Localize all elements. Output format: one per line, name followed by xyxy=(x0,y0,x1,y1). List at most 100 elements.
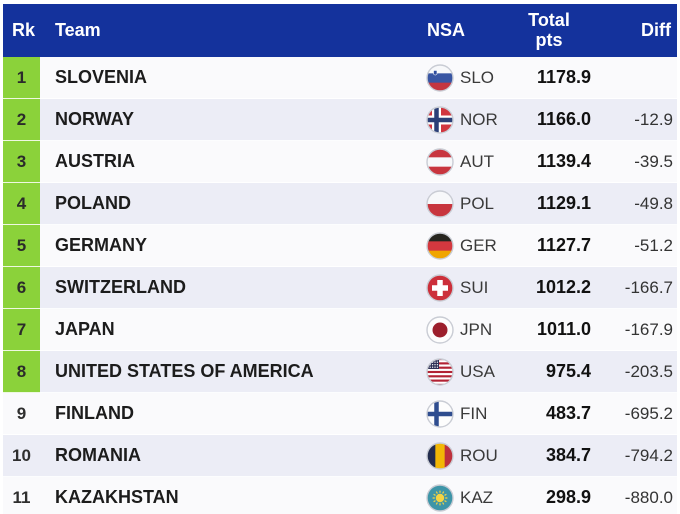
nsa-wrap: USA xyxy=(426,357,501,386)
diff-value: -167.9 xyxy=(597,308,677,351)
flag-nor-icon xyxy=(426,105,454,134)
flag-jpn-icon xyxy=(426,315,454,344)
flag-rou-icon xyxy=(426,441,454,470)
flag-aut-icon xyxy=(426,147,454,176)
standings-table: Rk Team NSA Total pts Diff 1 SLOVENIA SLO… xyxy=(3,4,677,514)
nsa-code: SUI xyxy=(460,277,489,297)
nsa-code: SLO xyxy=(460,67,495,87)
rank-cell: 6 xyxy=(3,266,40,309)
nsa-code: POL xyxy=(460,193,495,213)
team-name: POLAND xyxy=(40,182,424,225)
total-pts: 384.7 xyxy=(501,434,597,477)
diff-value: -39.5 xyxy=(597,140,677,183)
team-name: SWITZERLAND xyxy=(40,266,424,309)
nsa-wrap: SUI xyxy=(426,273,501,302)
header-nsa: NSA xyxy=(424,4,501,57)
flag-slo-icon xyxy=(426,63,454,92)
total-pts: 1166.0 xyxy=(501,98,597,141)
team-name: NORWAY xyxy=(40,98,424,141)
nsa-cell: SUI xyxy=(424,266,501,309)
rank-cell: 10 xyxy=(3,434,40,477)
nsa-code: FIN xyxy=(460,403,488,423)
flag-usa-icon xyxy=(426,357,454,386)
team-name: GERMANY xyxy=(40,224,424,267)
total-pts: 298.9 xyxy=(501,476,597,514)
nsa-cell: FIN xyxy=(424,392,501,435)
table-row: 3 AUSTRIA AUT 1139.4 -39.5 xyxy=(3,140,677,183)
rank-cell: 9 xyxy=(3,392,40,435)
table-row: 4 POLAND POL 1129.1 -49.8 xyxy=(3,182,677,225)
nsa-cell: GER xyxy=(424,224,501,267)
table-row: 2 NORWAY NOR 1166.0 -12.9 xyxy=(3,98,677,141)
total-pts: 1012.2 xyxy=(501,266,597,309)
nsa-cell: SLO xyxy=(424,57,501,99)
flag-fin-icon xyxy=(426,399,454,428)
header-total-label: Total pts xyxy=(528,9,570,50)
rank-cell: 11 xyxy=(3,476,40,514)
nsa-code: AUT xyxy=(460,151,494,171)
table-row: 5 GERMANY GER 1127.7 -51.2 xyxy=(3,224,677,267)
header-rk: Rk xyxy=(3,4,40,57)
rank-cell: 7 xyxy=(3,308,40,351)
nsa-code: KAZ xyxy=(460,487,494,507)
header-total: Total pts xyxy=(501,4,597,57)
nsa-wrap: GER xyxy=(426,231,501,260)
nsa-wrap: NOR xyxy=(426,105,501,134)
total-pts: 483.7 xyxy=(501,392,597,435)
diff-value: -49.8 xyxy=(597,182,677,225)
table-body: 1 SLOVENIA SLO 1178.9 2 NORWAY NOR 1166.0 -12.… xyxy=(3,57,677,514)
flag-ger-icon xyxy=(426,231,454,260)
flag-pol-icon xyxy=(426,189,454,218)
team-name: SLOVENIA xyxy=(40,57,424,99)
total-pts: 1127.7 xyxy=(501,224,597,267)
diff-value: -203.5 xyxy=(597,350,677,393)
nsa-wrap: AUT xyxy=(426,147,501,176)
nsa-cell: NOR xyxy=(424,98,501,141)
rank-cell: 2 xyxy=(3,98,40,141)
header-team: Team xyxy=(40,4,424,57)
nsa-code: GER xyxy=(460,235,497,255)
total-pts: 1178.9 xyxy=(501,57,597,99)
team-name: FINLAND xyxy=(40,392,424,435)
team-name: AUSTRIA xyxy=(40,140,424,183)
nsa-code: NOR xyxy=(460,109,498,129)
nsa-wrap: ROU xyxy=(426,441,501,470)
table-header: Rk Team NSA Total pts Diff xyxy=(3,4,677,57)
table-row: 9 FINLAND FIN 483.7 -695.2 xyxy=(3,392,677,435)
nsa-wrap: FIN xyxy=(426,399,501,428)
diff-value: -12.9 xyxy=(597,98,677,141)
rank-cell: 8 xyxy=(3,350,40,393)
team-name: JAPAN xyxy=(40,308,424,351)
nsa-wrap: POL xyxy=(426,189,501,218)
table-row: 10 ROMANIA ROU 384.7 -794.2 xyxy=(3,434,677,477)
diff-value: -166.7 xyxy=(597,266,677,309)
nsa-cell: POL xyxy=(424,182,501,225)
nsa-cell: AUT xyxy=(424,140,501,183)
rank-cell: 5 xyxy=(3,224,40,267)
nsa-wrap: SLO xyxy=(426,63,501,92)
nsa-cell: KAZ xyxy=(424,476,501,514)
nsa-cell: ROU xyxy=(424,434,501,477)
nsa-code: JPN xyxy=(460,319,493,339)
flag-kaz-icon xyxy=(426,483,454,512)
team-name: ROMANIA xyxy=(40,434,424,477)
rank-cell: 3 xyxy=(3,140,40,183)
nsa-code: ROU xyxy=(460,445,498,465)
table-row: 1 SLOVENIA SLO 1178.9 xyxy=(3,57,677,99)
total-pts: 1129.1 xyxy=(501,182,597,225)
rank-cell: 1 xyxy=(3,57,40,99)
total-pts: 975.4 xyxy=(501,350,597,393)
total-pts: 1139.4 xyxy=(501,140,597,183)
diff-value: -51.2 xyxy=(597,224,677,267)
nsa-code: USA xyxy=(460,361,495,381)
diff-value xyxy=(597,57,677,99)
diff-value: -695.2 xyxy=(597,392,677,435)
diff-value: -880.0 xyxy=(597,476,677,514)
nsa-cell: USA xyxy=(424,350,501,393)
rank-cell: 4 xyxy=(3,182,40,225)
nsa-wrap: JPN xyxy=(426,315,501,344)
header-diff: Diff xyxy=(597,4,677,57)
team-name: UNITED STATES OF AMERICA xyxy=(40,350,424,393)
nsa-cell: JPN xyxy=(424,308,501,351)
